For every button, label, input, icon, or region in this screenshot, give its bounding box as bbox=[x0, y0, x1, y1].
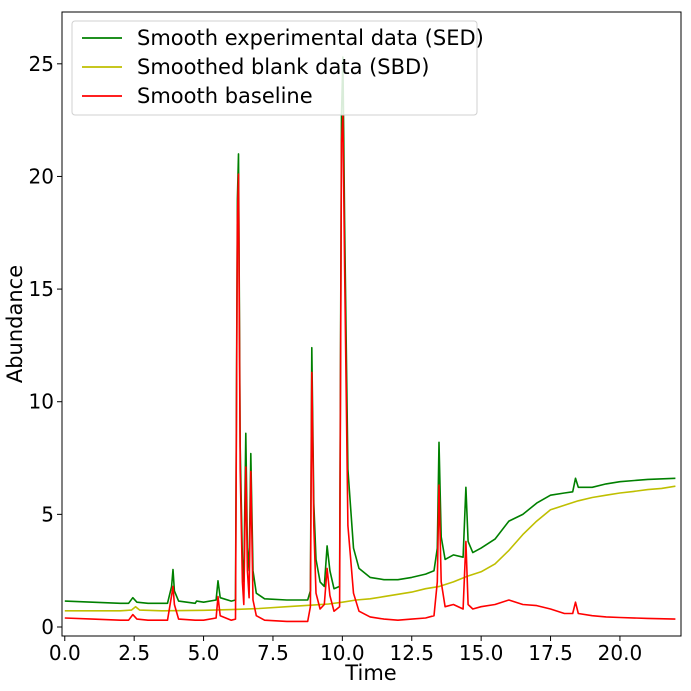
legend-entry-label: Smooth experimental data (SED) bbox=[137, 26, 484, 50]
y-tick-label: 15 bbox=[29, 277, 54, 301]
axis-ticks: 0.0 2.5 5.0 7.5 10.0 12.5 15.0 17.5 20.0 0 5 10 15 20… bbox=[29, 52, 643, 665]
series-line-1 bbox=[64, 485, 676, 612]
series-line-2 bbox=[64, 114, 676, 623]
x-tick-label: 12.5 bbox=[389, 641, 434, 665]
x-tick-label: 10.0 bbox=[320, 641, 365, 665]
x-tick-label: 7.5 bbox=[257, 641, 289, 665]
y-tick-label: 10 bbox=[29, 390, 54, 414]
y-axis-label: Abundance bbox=[3, 265, 27, 383]
x-tick-label: 17.5 bbox=[528, 641, 573, 665]
series-line-0 bbox=[64, 56, 676, 605]
y-tick-label: 0 bbox=[41, 615, 54, 639]
y-tick-label: 25 bbox=[29, 52, 54, 76]
legend: Smooth experimental data (SED) Smoothed b… bbox=[71, 20, 484, 116]
plot-lines bbox=[64, 56, 676, 623]
x-tick-label: 2.5 bbox=[118, 641, 150, 665]
y-tick-label: 20 bbox=[29, 164, 54, 188]
x-tick-label: 20.0 bbox=[598, 641, 643, 665]
legend-box bbox=[71, 20, 478, 116]
plot-frame bbox=[61, 11, 682, 637]
x-tick-label: 5.0 bbox=[188, 641, 220, 665]
x-tick-label: 0.0 bbox=[49, 641, 81, 665]
y-tick-label: 5 bbox=[41, 502, 54, 526]
x-axis-label: Time bbox=[344, 661, 396, 685]
legend-entry-label: Smoothed blank data (SBD) bbox=[137, 55, 429, 79]
legend-entry-label: Smooth baseline bbox=[137, 84, 313, 108]
x-tick-label: 15.0 bbox=[459, 641, 504, 665]
